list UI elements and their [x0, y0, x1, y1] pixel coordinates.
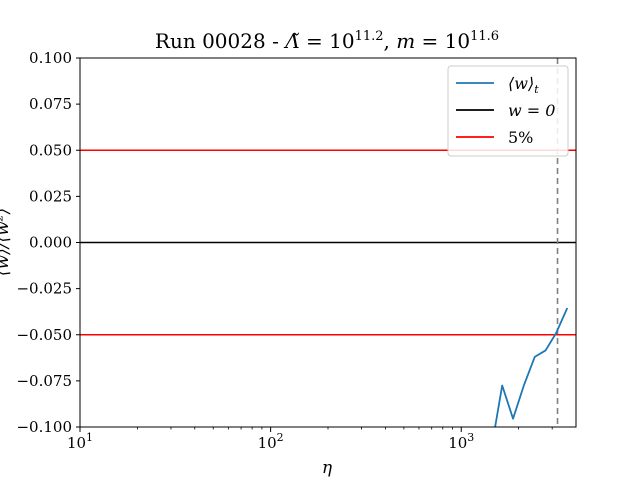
- y-tick-label: −0.100: [16, 418, 72, 436]
- title-m-exp: 11.6: [470, 29, 499, 44]
- x-tick-label: 101: [67, 431, 93, 452]
- y-tick-label: 0.025: [29, 187, 72, 205]
- y-axis-label: ⟨w⟩/⟨w²⟩: [0, 208, 13, 276]
- y-tick-label: 0.100: [29, 49, 72, 67]
- y-tick-label: 0.000: [29, 234, 72, 252]
- title-prefix: Run 00028 -: [155, 29, 285, 53]
- y-tick-label: 0.050: [29, 141, 72, 159]
- title-lambda-symbol: Λ̃: [283, 29, 299, 53]
- y-tick-label: −0.075: [16, 372, 72, 390]
- title-sep: ,: [384, 29, 397, 53]
- title-m-symbol: m: [396, 29, 415, 53]
- title-lambda-exp: 11.2: [355, 29, 384, 44]
- title-m-eq: = 10: [415, 29, 470, 53]
- x-axis-label: η: [322, 458, 333, 478]
- y-tick-label: 0.075: [29, 95, 72, 113]
- series-line-0: [494, 307, 569, 427]
- legend: ⟨w⟩t w = 0 5%: [447, 65, 569, 157]
- axis-ticks: 0.100 0.075 0.050 0.025 0.000 −0.025 −0.050 −0.…: [16, 49, 577, 452]
- legend-label: ⟨w⟩t: [508, 74, 539, 96]
- x-tick-label: 102: [258, 431, 284, 452]
- legend-label: w = 0: [508, 101, 555, 120]
- legend-label: 5%: [508, 128, 533, 147]
- chart-title: Run 00028 - Λ̃ = 1011.2, m = 1011.6: [155, 29, 499, 53]
- y-tick-label: −0.050: [16, 326, 72, 344]
- legend-box: [447, 65, 569, 157]
- x-tick-label: 103: [448, 431, 474, 452]
- title-lambda-eq: = 10: [300, 29, 355, 53]
- y-tick-label: −0.025: [16, 280, 72, 298]
